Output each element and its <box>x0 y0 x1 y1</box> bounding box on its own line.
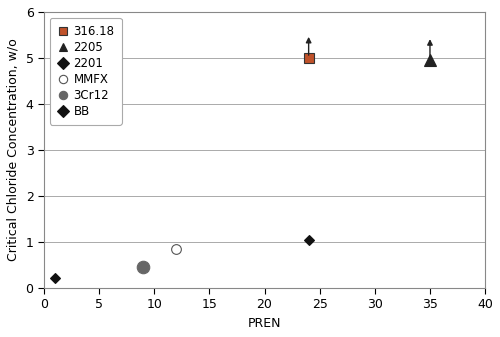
Y-axis label: Critical Chloride Concentration, w/o: Critical Chloride Concentration, w/o <box>7 39 20 262</box>
Legend: 316.18, 2205, 2201, MMFX, 3Cr12, BB: 316.18, 2205, 2201, MMFX, 3Cr12, BB <box>50 18 122 125</box>
X-axis label: PREN: PREN <box>248 317 282 330</box>
